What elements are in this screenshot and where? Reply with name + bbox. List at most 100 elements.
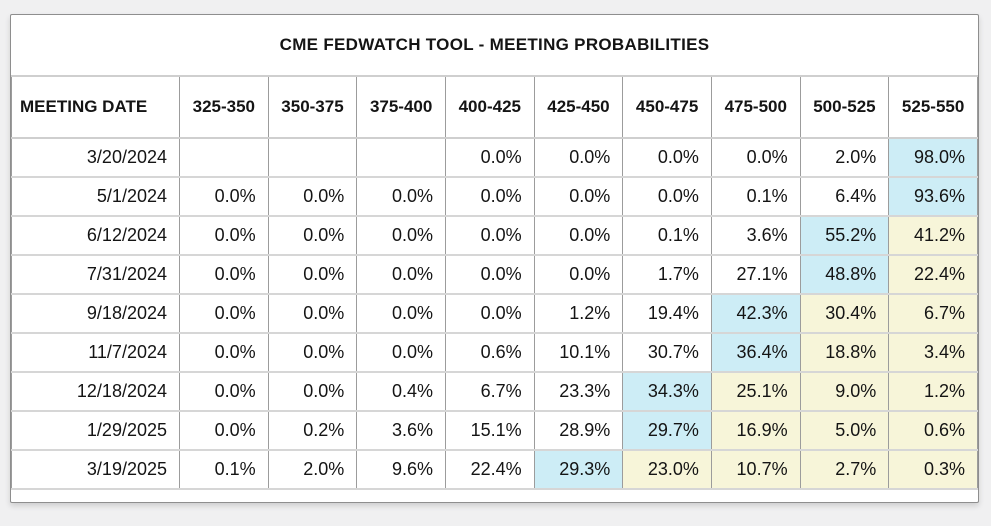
probability-cell: 0.0%	[267, 254, 358, 295]
table-row: 5/1/2024 0.0% 0.0% 0.0% 0.0% 0.0% 0.0% 0.1% 6.4%…	[11, 176, 978, 217]
table-title: CME FEDWATCH TOOL - MEETING PROBABILITIE…	[279, 35, 710, 54]
probability-cell: 0.6%	[888, 410, 978, 451]
probability-cell: 9.0%	[799, 371, 890, 412]
probability-cell: 0.0%	[267, 215, 358, 256]
meeting-date-cell: 9/18/2024	[11, 293, 180, 334]
rate-range-header: 450-475	[622, 75, 712, 139]
probability-cell: 0.0%	[267, 371, 358, 412]
probability-cell: 29.7%	[622, 410, 712, 451]
probability-cell: 0.0%	[444, 293, 535, 334]
probability-cell: 0.0%	[710, 137, 801, 178]
rate-range-header: 425-450	[533, 75, 624, 139]
meeting-date-header: MEETING DATE	[11, 75, 180, 139]
probability-cell: 2.0%	[799, 137, 890, 178]
table-row: 9/18/2024 0.0% 0.0% 0.0% 0.0% 1.2% 19.4% 42.3% 3…	[11, 293, 978, 334]
probability-cell: 10.7%	[710, 449, 801, 490]
probability-cell: 55.2%	[799, 215, 890, 256]
probability-cell: 30.7%	[622, 332, 712, 373]
fedwatch-card: CME FEDWATCH TOOL - MEETING PROBABILITIE…	[10, 14, 979, 503]
table-row: 11/7/2024 0.0% 0.0% 0.0% 0.6% 10.1% 30.7% 36.4%…	[11, 332, 978, 373]
probability-cell: 29.3%	[533, 449, 624, 490]
probability-cell: 0.0%	[179, 332, 269, 373]
probability-cell: 0.0%	[179, 176, 269, 217]
probability-cell: 1.2%	[533, 293, 624, 334]
meeting-date-cell: 1/29/2025	[11, 410, 180, 451]
table-row: 3/20/2024 0.0% 0.0% 0.0% 0.0% 2.0% 98.0%	[11, 137, 978, 178]
probability-cell: 41.2%	[888, 215, 978, 256]
probability-cell	[356, 137, 446, 178]
probability-cell: 1.2%	[888, 371, 978, 412]
probability-cell: 0.0%	[179, 254, 269, 295]
meeting-date-cell: 3/20/2024	[11, 137, 180, 178]
probability-cell: 23.3%	[533, 371, 624, 412]
probability-cell: 48.8%	[799, 254, 890, 295]
probability-cell: 0.0%	[356, 176, 446, 217]
header-row: MEETING DATE 325-350 350-375 375-400 400-425…	[11, 75, 978, 139]
probability-cell: 0.0%	[444, 176, 535, 217]
table-row: 1/29/2025 0.0% 0.2% 3.6% 15.1% 28.9% 29.7% 16.9…	[11, 410, 978, 451]
rate-range-header: 400-425	[444, 75, 535, 139]
probability-cell: 3.4%	[888, 332, 978, 373]
probability-cell: 0.0%	[179, 293, 269, 334]
probability-cell: 0.0%	[356, 293, 446, 334]
probability-cell: 18.8%	[799, 332, 890, 373]
probability-cell: 30.4%	[799, 293, 890, 334]
probability-cell: 28.9%	[533, 410, 624, 451]
table-row: 12/18/2024 0.0% 0.0% 0.4% 6.7% 23.3% 34.3% 25.1…	[11, 371, 978, 412]
table-body: 3/20/2024 0.0% 0.0% 0.0% 0.0% 2.0% 98.0% 5/1/20…	[11, 137, 978, 490]
probability-cell: 0.0%	[622, 137, 712, 178]
table-row: 3/19/2025 0.1% 2.0% 9.6% 22.4% 29.3% 23.0% 10.7…	[11, 449, 978, 490]
probability-cell: 19.4%	[622, 293, 712, 334]
probability-cell: 0.0%	[444, 254, 535, 295]
probability-cell: 2.7%	[799, 449, 890, 490]
probability-cell: 0.0%	[267, 293, 358, 334]
probability-cell	[179, 137, 269, 178]
probability-cell: 3.6%	[356, 410, 446, 451]
probability-cell: 27.1%	[710, 254, 801, 295]
rate-range-header: 350-375	[267, 75, 358, 139]
probability-cell: 0.2%	[267, 410, 358, 451]
meeting-probabilities-table: MEETING DATE 325-350 350-375 375-400 400-425…	[11, 75, 978, 490]
meeting-date-cell: 7/31/2024	[11, 254, 180, 295]
probability-cell: 93.6%	[888, 176, 978, 217]
rate-range-header: 325-350	[179, 75, 269, 139]
table-row: 7/31/2024 0.0% 0.0% 0.0% 0.0% 0.0% 1.7% 27.1% 48…	[11, 254, 978, 295]
probability-cell: 0.0%	[533, 137, 624, 178]
probability-cell: 0.1%	[710, 176, 801, 217]
probability-cell: 1.7%	[622, 254, 712, 295]
meeting-date-cell: 12/18/2024	[11, 371, 180, 412]
probability-cell: 0.0%	[533, 254, 624, 295]
probability-cell: 0.0%	[179, 410, 269, 451]
rate-range-header: 475-500	[710, 75, 801, 139]
probability-cell: 10.1%	[533, 332, 624, 373]
probability-cell: 6.7%	[444, 371, 535, 412]
meeting-date-cell: 5/1/2024	[11, 176, 180, 217]
probability-cell: 6.7%	[888, 293, 978, 334]
probability-cell: 3.6%	[710, 215, 801, 256]
probability-cell: 0.0%	[622, 176, 712, 217]
probability-cell: 98.0%	[888, 137, 978, 178]
probability-cell: 0.0%	[267, 176, 358, 217]
probability-cell: 0.0%	[179, 371, 269, 412]
meeting-date-cell: 6/12/2024	[11, 215, 180, 256]
probability-cell: 0.0%	[267, 332, 358, 373]
probability-cell: 0.0%	[356, 215, 446, 256]
rate-range-header: 525-550	[888, 75, 978, 139]
probability-cell: 22.4%	[444, 449, 535, 490]
probability-cell: 0.1%	[179, 449, 269, 490]
table-row: 6/12/2024 0.0% 0.0% 0.0% 0.0% 0.0% 0.1% 3.6% 55.…	[11, 215, 978, 256]
probability-cell: 0.4%	[356, 371, 446, 412]
meeting-date-cell: 11/7/2024	[11, 332, 180, 373]
probability-cell: 6.4%	[799, 176, 890, 217]
rate-range-header: 500-525	[799, 75, 890, 139]
probability-cell: 16.9%	[710, 410, 801, 451]
probability-cell: 0.0%	[356, 332, 446, 373]
probability-cell: 5.0%	[799, 410, 890, 451]
probability-cell: 0.0%	[444, 215, 535, 256]
probability-cell: 25.1%	[710, 371, 801, 412]
probability-cell: 36.4%	[710, 332, 801, 373]
rate-range-header: 375-400	[356, 75, 446, 139]
probability-cell: 15.1%	[444, 410, 535, 451]
probability-cell	[267, 137, 358, 178]
probability-cell: 0.0%	[533, 215, 624, 256]
